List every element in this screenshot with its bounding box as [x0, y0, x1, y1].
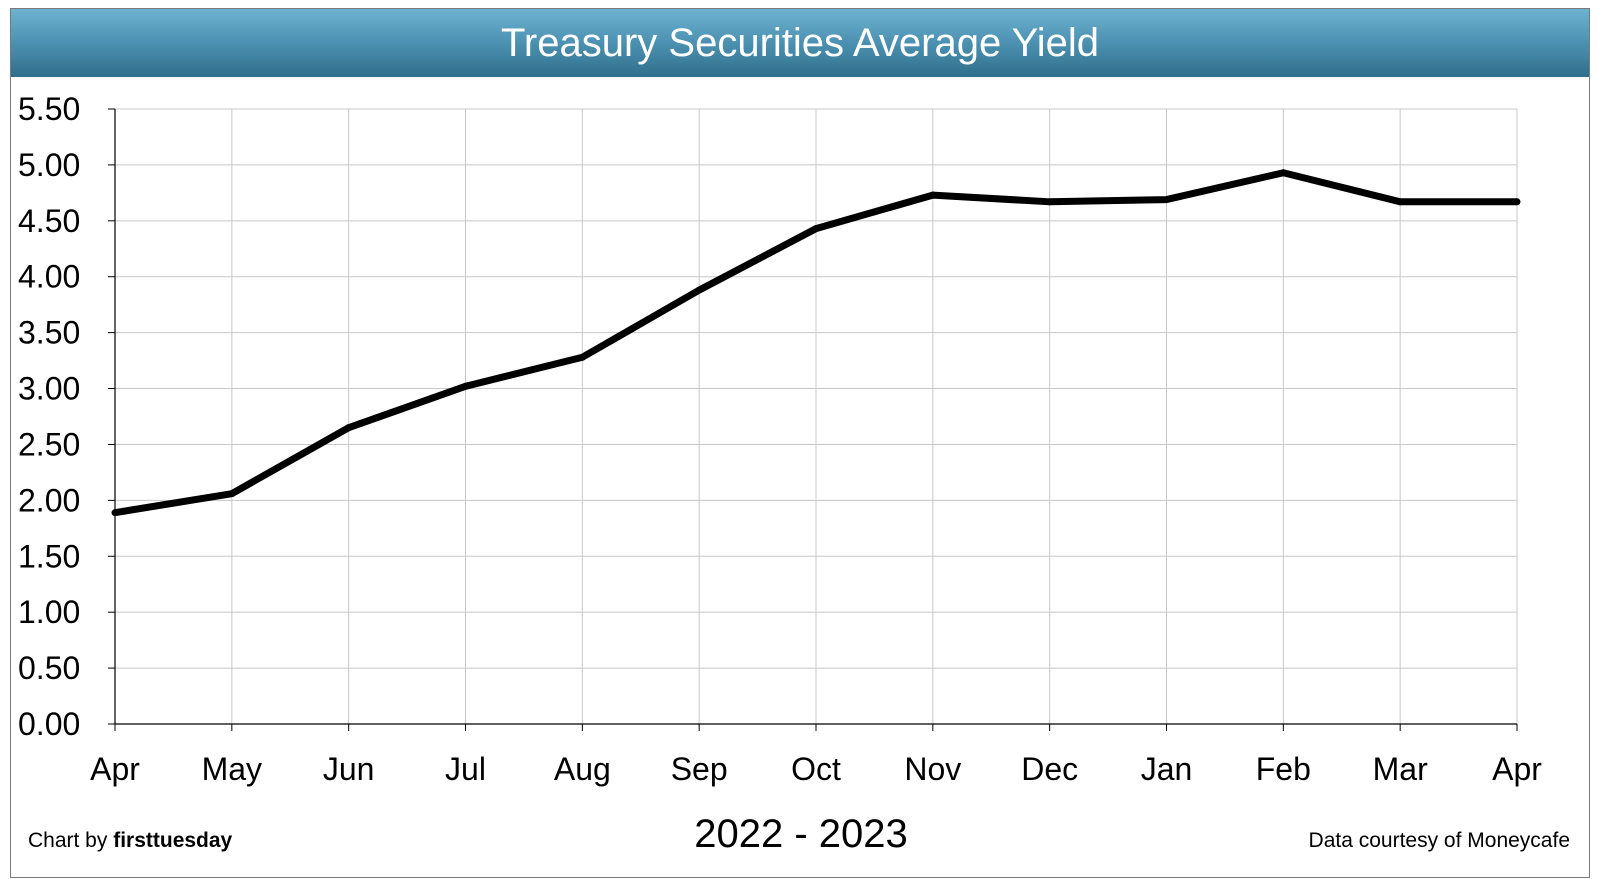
x-tick-label: Apr: [1492, 751, 1542, 787]
data-point: [1046, 198, 1054, 206]
chart-title: Treasury Securities Average Yield: [500, 20, 1100, 65]
data-point: [111, 509, 119, 517]
y-tick-label: 0.50: [18, 650, 80, 686]
x-tick-label: May: [202, 751, 262, 787]
y-tick-label: 3.50: [18, 315, 80, 351]
label-layer: 0.00 0.50 1.00 1.50 2.00 2.50 3.00 3.50 4.00 4.50…: [18, 91, 1542, 787]
y-tick-label: 2.00: [18, 482, 80, 518]
x-tick-label: Oct: [791, 751, 841, 787]
data-point: [812, 225, 820, 233]
x-tick-label: Dec: [1021, 751, 1078, 787]
y-tick-label: 5.00: [18, 147, 80, 183]
x-tick-label: Aug: [554, 751, 611, 787]
data-point: [1279, 169, 1287, 177]
series-layer: [111, 169, 1521, 517]
axis-layer: [108, 108, 1518, 731]
x-tick-label: Jan: [1141, 751, 1193, 787]
title-bar: Treasury Securities Average Yield: [11, 9, 1589, 77]
credit-brand: firsttuesday: [113, 829, 233, 852]
y-tick-label: 4.00: [18, 259, 80, 295]
x-tick-label: Feb: [1256, 751, 1311, 787]
data-point: [1513, 198, 1521, 206]
data-point: [578, 353, 586, 361]
x-tick-label: Nov: [904, 751, 961, 787]
x-axis-title: 2022 - 2023: [694, 812, 908, 856]
y-tick-label: 0.00: [18, 706, 80, 742]
x-tick-label: Sep: [671, 751, 728, 787]
data-point: [695, 286, 703, 294]
data-point: [462, 382, 469, 390]
y-tick-label: 3.00: [18, 371, 80, 407]
x-tick-label: Jun: [323, 751, 375, 787]
y-tick-label: 2.50: [18, 426, 80, 462]
y-tick-label: 5.50: [18, 91, 80, 127]
x-tick-label: Jul: [445, 751, 486, 787]
chart-credit: Chart by firsttuesday: [28, 829, 232, 853]
data-point: [228, 490, 236, 498]
credit-prefix: Chart by: [28, 829, 114, 852]
y-tick-label: 1.00: [18, 594, 80, 630]
y-tick-label: 4.50: [18, 203, 80, 239]
chart-frame: Treasury Securities Average Yield: [10, 8, 1590, 878]
data-point: [345, 424, 353, 432]
grid-layer: [115, 108, 1518, 724]
x-tick-label: Apr: [90, 751, 140, 787]
data-point: [929, 191, 937, 199]
data-point: [1163, 196, 1170, 204]
y-tick-label: 1.50: [18, 538, 80, 574]
data-point: [1396, 198, 1404, 206]
data-source-credit: Data courtesy of Moneycafe: [1308, 829, 1570, 852]
x-tick-label: Mar: [1373, 751, 1428, 787]
